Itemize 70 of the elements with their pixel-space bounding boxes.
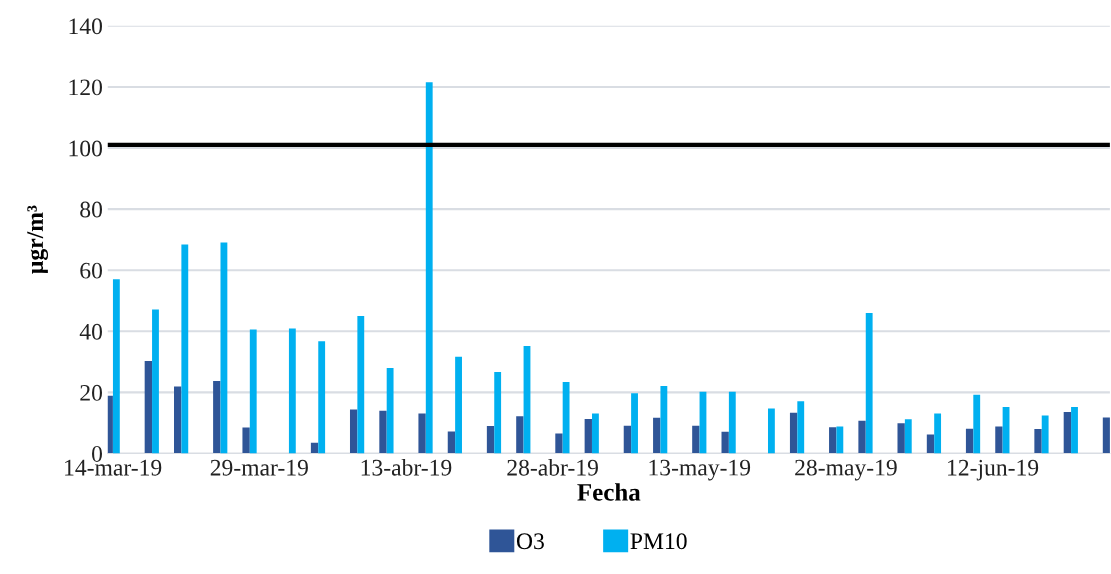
- bar: [660, 385, 668, 454]
- y-tick-label: 20: [80, 384, 103, 401]
- bar: [1041, 415, 1049, 454]
- bar: [386, 367, 394, 454]
- bar: [144, 360, 153, 454]
- x-tick-label: 13-may-19: [649, 459, 751, 481]
- bar: [455, 356, 462, 454]
- x-tick-label: 28-may-19: [795, 459, 897, 481]
- bar: [797, 401, 805, 454]
- bar: [220, 242, 228, 454]
- bar: [904, 419, 912, 454]
- bar: [995, 426, 1003, 454]
- bar: [934, 413, 942, 454]
- bar: [310, 442, 319, 454]
- bar: [584, 418, 592, 454]
- bar: [926, 434, 935, 454]
- bar: [516, 416, 524, 454]
- y-tick-label: 140: [69, 18, 103, 35]
- bar: [213, 381, 221, 454]
- bar: [623, 425, 632, 454]
- legend-label: PM10: [630, 533, 687, 550]
- bar: [447, 431, 456, 454]
- bar: [829, 427, 837, 454]
- bar: [1063, 411, 1072, 454]
- bar: [767, 408, 775, 454]
- bar: [112, 279, 120, 454]
- bar: [242, 427, 250, 454]
- bar: [1071, 407, 1078, 454]
- bar: [174, 386, 182, 454]
- bar: [357, 316, 365, 454]
- bar: [865, 312, 873, 454]
- bar: [152, 309, 159, 454]
- x-tick-label: 12-jun-19: [948, 459, 1039, 481]
- x-tick-label: 29-mar-19: [210, 459, 308, 476]
- bar: [379, 410, 387, 454]
- bar: [973, 394, 981, 454]
- bar: [562, 381, 570, 454]
- bar: [631, 393, 638, 454]
- y-tick-label: 60: [80, 262, 103, 279]
- y-axis-title: µgr/m³: [27, 205, 49, 274]
- bar: [653, 417, 661, 454]
- bar: [836, 426, 844, 454]
- bar: [418, 413, 426, 454]
- bar: [318, 341, 326, 454]
- legend-label: O3: [516, 533, 544, 550]
- bar: [897, 423, 905, 454]
- x-tick-label: 28-abr-19: [507, 459, 598, 476]
- x-axis-title: Fecha: [577, 483, 641, 501]
- bar: [858, 420, 866, 454]
- bar: [728, 391, 736, 454]
- bar: [692, 425, 700, 454]
- bar: [107, 395, 113, 454]
- bar: [1034, 429, 1042, 454]
- bar: [181, 244, 189, 454]
- bar: [494, 371, 502, 454]
- bar: [555, 433, 563, 454]
- y-tick-label: 100: [69, 140, 103, 157]
- bar: [721, 431, 729, 454]
- x-tick-label: 13-abr-19: [361, 459, 452, 476]
- bar: [965, 428, 974, 454]
- y-tick-label: 80: [80, 201, 103, 218]
- bar: [349, 409, 358, 454]
- y-tick-label: 120: [69, 79, 103, 96]
- y-tick-label: 40: [79, 323, 103, 340]
- bar: [425, 82, 433, 454]
- bar: [592, 413, 599, 454]
- bar: [486, 425, 495, 454]
- bar: [249, 329, 257, 454]
- bar: [789, 412, 798, 454]
- bar: [288, 328, 296, 454]
